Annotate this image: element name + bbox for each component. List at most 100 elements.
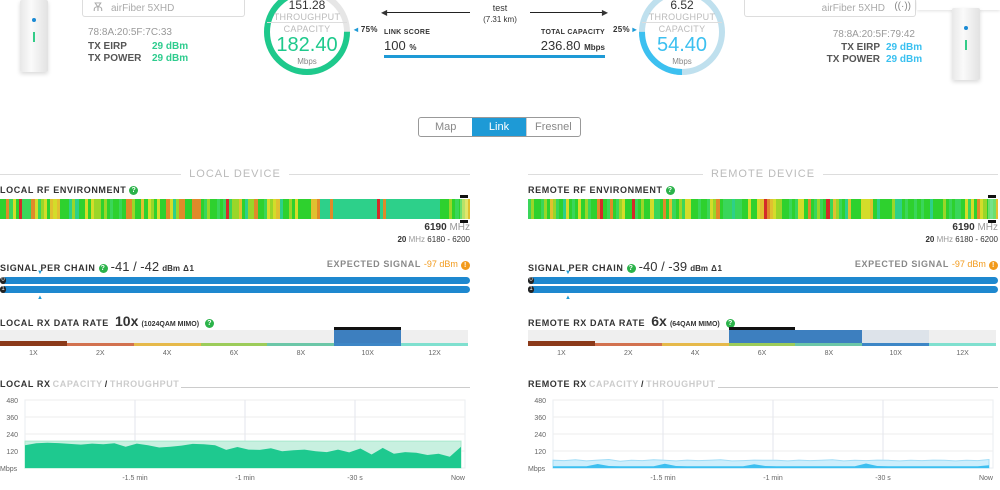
rf-environment-bar[interactable] xyxy=(0,199,470,219)
rf-sample xyxy=(641,199,645,219)
rf-sample xyxy=(864,199,868,219)
warning-icon[interactable]: ! xyxy=(461,261,470,270)
rate-segment xyxy=(594,330,662,346)
rf-sample xyxy=(332,199,337,219)
rf-sample xyxy=(678,199,682,219)
rf-sample xyxy=(942,199,946,219)
rf-sample xyxy=(56,199,60,219)
rf-sample xyxy=(141,199,145,219)
rf-sample xyxy=(18,199,22,219)
rf-sample xyxy=(270,199,274,219)
total-capacity-label: TOTAL CAPACITY xyxy=(541,29,605,36)
rf-sample xyxy=(644,199,648,219)
tab-link[interactable]: Link xyxy=(472,118,526,136)
rf-sample xyxy=(769,199,773,219)
y-tick-label: 240 xyxy=(534,432,546,439)
rf-sample xyxy=(732,199,736,219)
rx-modulation: (64QAM MIMO) xyxy=(669,321,720,328)
remote-overlay xyxy=(917,0,1000,10)
rf-sample xyxy=(653,199,657,219)
x-tick-label: -30 s xyxy=(875,475,891,482)
rf-sample xyxy=(439,199,443,219)
local-gauge-arc xyxy=(264,0,350,75)
rf-sample xyxy=(977,199,981,219)
rf-sample xyxy=(860,199,865,219)
help-icon[interactable]: ? xyxy=(129,186,139,195)
y-tick-label: 240 xyxy=(6,432,18,439)
rf-sample xyxy=(326,199,330,219)
rf-sample xyxy=(345,199,349,219)
rf-sample xyxy=(226,199,230,219)
frequency-unit: MHz xyxy=(449,222,470,233)
rf-sample xyxy=(383,199,387,219)
section-header: REMOTE DEVICE xyxy=(710,168,816,180)
link-score-bar xyxy=(384,55,605,58)
rate-step-label: 6X xyxy=(757,350,767,357)
rf-sample xyxy=(15,199,19,219)
link-score-value: 100 xyxy=(384,38,406,53)
channel-marker xyxy=(988,195,996,223)
rf-sample xyxy=(747,199,751,219)
series-throughput xyxy=(25,442,461,468)
rf-sample xyxy=(276,199,280,219)
remote-capacity-label: CAPACITY xyxy=(658,24,706,34)
rf-sample xyxy=(744,199,748,219)
rf-sample xyxy=(91,199,95,219)
rf-sample xyxy=(354,199,359,219)
rf-sample xyxy=(782,199,786,219)
rate-segment xyxy=(334,330,402,346)
rf-sample xyxy=(575,199,579,219)
chart-legend-separator: / xyxy=(641,379,645,389)
tab-fresnel[interactable]: Fresnel xyxy=(525,118,580,136)
rf-sample xyxy=(920,199,924,219)
remote-throughput: 6.52 xyxy=(670,0,694,12)
rf-sample xyxy=(251,199,255,219)
rf-sample xyxy=(754,199,758,219)
chain0-marker-icon: ▼ xyxy=(37,270,43,276)
rf-sample xyxy=(166,199,170,219)
local-tx-eirp-label: TX EIRP xyxy=(88,41,127,52)
rf-environment-bar[interactable] xyxy=(528,199,998,219)
signal-per-chain-label: SIGNAL PER CHAIN xyxy=(0,263,96,273)
rf-sample xyxy=(373,199,377,219)
rate-segment xyxy=(795,330,863,346)
rf-sample xyxy=(546,199,550,219)
rf-sample xyxy=(970,199,974,219)
rate-step-label: 1X xyxy=(557,350,566,357)
rf-sample xyxy=(936,199,940,219)
channel-width: 20 MHz 6180 - 6200 xyxy=(397,235,470,245)
rf-sample xyxy=(122,199,126,219)
rf-sample xyxy=(182,199,186,219)
rf-sample xyxy=(179,199,183,219)
signal-unit: dBm xyxy=(162,264,180,273)
rf-sample xyxy=(295,199,299,219)
antenna-icon: Ѫ xyxy=(93,0,103,14)
help-icon[interactable]: ? xyxy=(665,186,675,195)
rf-sample xyxy=(445,199,450,219)
expected-signal-label: EXPECTED SIGNAL xyxy=(854,259,949,269)
rf-sample xyxy=(336,199,340,219)
remote-device-card[interactable]: airFiber 5XHD ((·)) xyxy=(744,0,916,17)
rf-sample xyxy=(301,199,305,219)
frequency: 6190 MHz xyxy=(424,222,470,234)
help-icon[interactable]: ? xyxy=(98,264,108,273)
help-icon[interactable]: ? xyxy=(725,319,735,328)
rf-sample xyxy=(562,199,566,219)
rf-sample xyxy=(973,199,978,219)
help-icon[interactable]: ? xyxy=(626,264,636,273)
tab-map[interactable]: Map xyxy=(434,121,457,133)
rf-sample xyxy=(62,199,66,219)
warning-icon[interactable]: ! xyxy=(989,261,998,270)
rf-sample xyxy=(543,199,547,219)
rf-sample xyxy=(556,199,560,219)
rx-data-rate-label: LOCAL RX DATA RATE xyxy=(0,318,109,328)
local-percent: ◂ 75% xyxy=(354,25,378,34)
y-unit-label: Mbps xyxy=(528,466,546,473)
rf-sample xyxy=(72,199,76,219)
rf-sample xyxy=(848,199,852,219)
y-tick-label: 480 xyxy=(6,398,18,405)
rf-sample xyxy=(458,199,462,219)
rf-sample xyxy=(537,199,541,219)
help-icon[interactable]: ? xyxy=(205,319,215,328)
local-device-card[interactable]: Ѫ airFiber 5XHD xyxy=(82,0,245,17)
